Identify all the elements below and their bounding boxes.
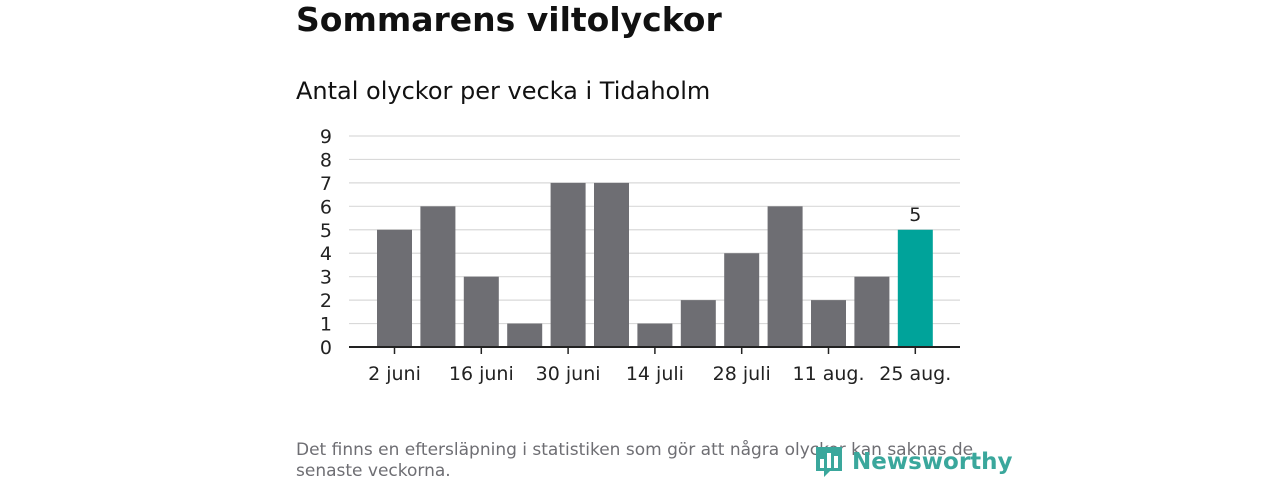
chart-title: Sommarens viltolyckor bbox=[296, 0, 722, 39]
bar bbox=[854, 276, 890, 347]
footnote: Det finns en eftersläpning i statistiken… bbox=[296, 440, 974, 480]
bar bbox=[767, 206, 803, 347]
bar bbox=[463, 276, 499, 347]
x-tick-label: 2 juni bbox=[368, 363, 421, 385]
bar bbox=[724, 253, 760, 347]
y-tick-label: 5 bbox=[320, 220, 332, 242]
newsworthy-logo: Newsworthy bbox=[814, 445, 1013, 479]
y-tick-label: 7 bbox=[320, 173, 332, 195]
brand-name: Newsworthy bbox=[852, 449, 1013, 475]
x-tick-label: 25 aug. bbox=[879, 363, 951, 385]
data-label: 5 bbox=[909, 204, 921, 226]
bar bbox=[550, 182, 586, 347]
y-tick-label: 9 bbox=[320, 126, 332, 148]
y-tick-label: 2 bbox=[320, 290, 332, 312]
bar bbox=[594, 182, 629, 347]
y-tick-label: 0 bbox=[320, 337, 332, 359]
x-tick-label: 11 aug. bbox=[792, 363, 864, 385]
bar bbox=[420, 206, 456, 347]
bar bbox=[507, 323, 543, 347]
x-tick-label: 16 juni bbox=[449, 363, 514, 385]
bar bbox=[680, 300, 716, 347]
y-tick-label: 8 bbox=[320, 149, 332, 171]
chart-subtitle: Antal olyckor per vecka i Tidaholm bbox=[296, 77, 711, 105]
bar bbox=[377, 229, 412, 347]
bar bbox=[897, 229, 933, 347]
x-tick-label: 28 juli bbox=[713, 363, 771, 385]
bar bbox=[811, 300, 846, 347]
bar-chart-logo-icon bbox=[814, 445, 844, 479]
y-tick-label: 6 bbox=[320, 196, 332, 218]
y-tick-label: 1 bbox=[320, 314, 332, 336]
x-tick-label: 30 juni bbox=[536, 363, 601, 385]
y-tick-label: 4 bbox=[320, 243, 332, 265]
x-tick-label: 14 juli bbox=[626, 363, 684, 385]
bar bbox=[637, 323, 673, 347]
y-tick-label: 3 bbox=[320, 267, 332, 289]
